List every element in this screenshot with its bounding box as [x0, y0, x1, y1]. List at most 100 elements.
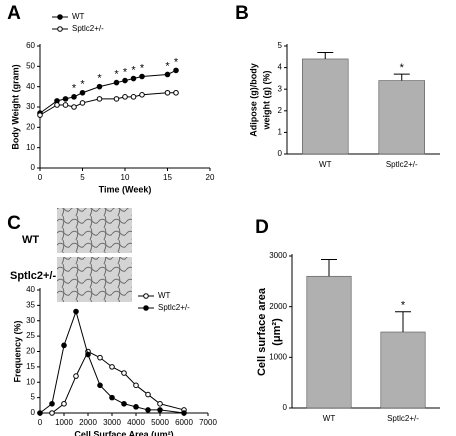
y-tick-label: 0 [31, 408, 36, 417]
y-tick-label: 15 [26, 362, 35, 371]
marker [113, 96, 120, 102]
bar [378, 80, 425, 155]
marker [133, 404, 139, 410]
error-bar [321, 259, 337, 277]
legend-marker [57, 26, 63, 32]
y-tick-label: 2 [278, 106, 283, 115]
marker [164, 89, 171, 96]
marker [122, 94, 128, 100]
y-axis-label: Adipose (g)/body [248, 63, 258, 137]
significance: * [401, 300, 406, 312]
marker [97, 382, 103, 389]
error-bar [393, 73, 410, 81]
x-tick-label: 2000 [79, 418, 97, 427]
x-tick-label: 3000 [103, 418, 121, 427]
marker [157, 407, 163, 413]
y-tick-label: 5 [31, 393, 36, 402]
y-tick-label: 0 [283, 403, 288, 412]
marker [173, 89, 179, 96]
marker [61, 400, 67, 407]
marker [145, 391, 151, 398]
y-tick-label: 1 [278, 128, 283, 137]
series-line [51, 350, 185, 414]
y-axis-label: (μm²) [271, 318, 283, 346]
series-line [39, 69, 177, 114]
y-tick-label: 40 [26, 82, 35, 91]
marker [157, 400, 163, 407]
marker [54, 102, 60, 108]
error-bar [395, 311, 411, 332]
marker [73, 373, 79, 379]
significance: * [123, 66, 128, 78]
marker [61, 342, 67, 349]
marker [79, 89, 86, 96]
x-tick-label: Sptlc2+/- [386, 160, 418, 169]
legend-label: Sptlc2+/- [72, 24, 104, 33]
x-tick-label: 5 [80, 173, 85, 182]
marker [49, 400, 55, 407]
x-tick-label: 0 [38, 173, 43, 182]
y-axis-label: weight (g) (%) [261, 71, 271, 131]
legend-label: Sptlc2+/- [158, 303, 190, 312]
legend-marker [57, 14, 63, 20]
x-axis-label: Time (Week) [99, 184, 152, 194]
marker [164, 71, 171, 78]
marker [109, 364, 115, 370]
marker [109, 394, 115, 401]
x-tick-label: WT [319, 160, 332, 169]
x-tick-label: 7000 [199, 418, 217, 427]
legend-label: WT [158, 291, 171, 300]
x-tick-label: Sptlc2+/- [387, 414, 419, 423]
marker [96, 96, 103, 102]
y-tick-label: 40 [26, 285, 35, 294]
y-tick-label: 30 [26, 102, 35, 111]
x-axis-label: Cell Surface Area (μm²) [74, 429, 173, 436]
x-tick-label: 6000 [175, 418, 193, 427]
significance: * [165, 60, 170, 72]
y-tick-label: 20 [26, 122, 35, 131]
y-tick-label: 0 [31, 163, 36, 172]
marker [173, 67, 179, 74]
panel-letter: A [7, 3, 21, 24]
marker [62, 96, 69, 102]
x-tick-label: 10 [121, 173, 130, 182]
y-axis-label: Frequency (%) [12, 320, 22, 382]
x-tick-label: WT [323, 414, 336, 423]
y-axis-label: Cell surface area [256, 287, 268, 376]
marker [37, 112, 43, 118]
marker [62, 102, 69, 108]
image-label: WT [22, 234, 39, 246]
panel-letter: B [235, 3, 249, 24]
marker [121, 400, 127, 407]
y-tick-label: 50 [26, 61, 35, 70]
significance: * [131, 64, 136, 76]
marker [130, 75, 137, 82]
y-tick-label: 0 [278, 149, 283, 158]
y-tick-label: 3000 [269, 251, 287, 260]
y-tick-label: 30 [26, 316, 35, 325]
marker [49, 410, 55, 416]
marker [85, 351, 91, 358]
significance: * [72, 83, 77, 95]
x-tick-label: 20 [206, 173, 215, 182]
marker [37, 410, 43, 416]
marker [145, 407, 151, 413]
marker [113, 79, 120, 86]
marker [133, 382, 139, 389]
bar [301, 58, 349, 155]
marker [130, 94, 137, 100]
y-tick-label: 25 [26, 331, 35, 340]
x-tick-label: 4000 [127, 418, 145, 427]
marker [79, 100, 86, 106]
marker [181, 410, 187, 416]
y-tick-label: 5 [278, 41, 283, 50]
y-tick-label: 4 [278, 63, 283, 72]
micrograph [57, 208, 132, 253]
marker [97, 354, 103, 361]
micrograph [57, 257, 132, 302]
y-axis-label: Body Weight (gram) [10, 64, 20, 149]
bar [380, 331, 426, 409]
series-line [39, 92, 176, 116]
significance: * [140, 62, 145, 74]
significance: * [400, 62, 405, 74]
